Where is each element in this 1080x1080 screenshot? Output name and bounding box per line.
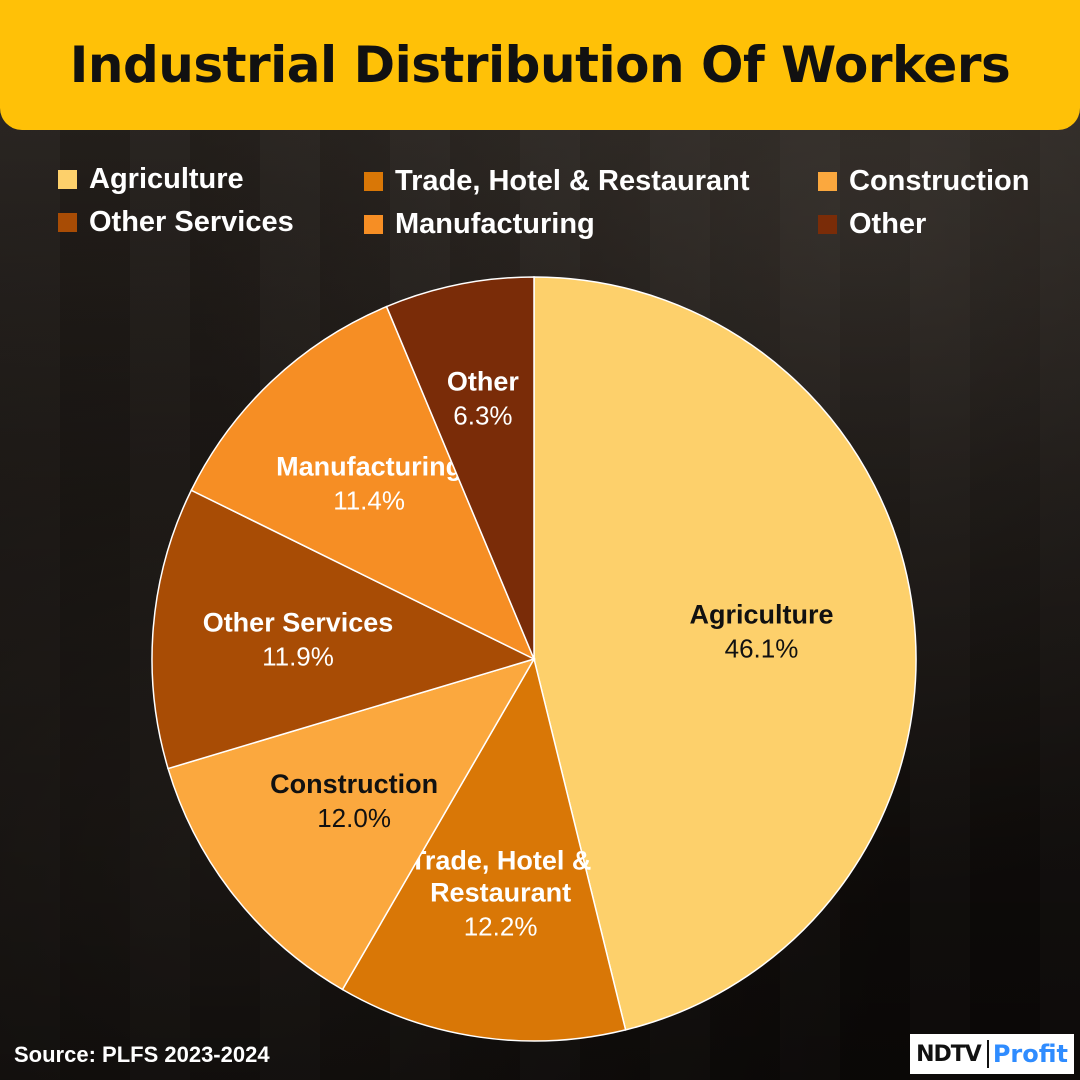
slice-label-construction: Construction bbox=[270, 769, 438, 799]
slice-label-trade-hotel-restaurant-line-1: Trade, Hotel & bbox=[410, 846, 592, 876]
legend-swatch-other bbox=[818, 215, 837, 234]
legend-swatch-trade-hotel-restaurant bbox=[364, 172, 383, 191]
slice-label-trade-hotel-restaurant-line-2: Restaurant bbox=[430, 878, 571, 908]
pie-slice-agriculture bbox=[533, 276, 917, 1031]
legend: Agriculture Trade, Hotel & Restaurant Co… bbox=[0, 155, 1080, 255]
slice-value-construction: 12.0% bbox=[317, 803, 391, 833]
pie-slice-manufacturing bbox=[190, 305, 536, 661]
pie-slice-trade-hotel-restaurant bbox=[341, 657, 627, 1042]
slice-value-manufacturing: 11.4% bbox=[333, 486, 405, 516]
slice-label-agriculture: Agriculture bbox=[689, 599, 833, 629]
legend-item-other-services: Other Services bbox=[58, 206, 294, 239]
pie-slice-other bbox=[385, 276, 535, 660]
legend-swatch-manufacturing bbox=[364, 215, 383, 234]
slice-value-other-services: 11.9% bbox=[262, 641, 334, 671]
legend-label-construction: Construction bbox=[849, 165, 1030, 197]
legend-item-trade-hotel-restaurant: Trade, Hotel & Restaurant bbox=[364, 165, 750, 198]
legend-swatch-construction bbox=[818, 172, 837, 191]
legend-swatch-other-services bbox=[58, 213, 77, 232]
legend-swatch-agriculture bbox=[58, 170, 77, 189]
legend-item-manufacturing: Manufacturing bbox=[364, 208, 595, 241]
legend-item-other: Other bbox=[818, 208, 926, 241]
legend-label-agriculture: Agriculture bbox=[89, 163, 244, 195]
legend-item-construction: Construction bbox=[818, 165, 1029, 198]
logo-ndtv-text: NDTV bbox=[916, 1041, 982, 1067]
source-note: Source: PLFS 2023-2024 bbox=[14, 1042, 270, 1067]
ndtv-profit-logo: NDTV Profit bbox=[910, 1034, 1074, 1074]
title-banner: Industrial Distribution Of Workers bbox=[0, 0, 1080, 130]
legend-label-other-services: Other Services bbox=[89, 206, 294, 238]
legend-label-trade-hotel-restaurant: Trade, Hotel & Restaurant bbox=[395, 165, 750, 197]
slice-label-other-services: Other Services bbox=[203, 607, 394, 637]
logo-divider bbox=[986, 1040, 989, 1068]
pie-slice-other-services bbox=[151, 489, 537, 770]
legend-label-other: Other bbox=[849, 208, 927, 240]
slice-label-other: Other bbox=[447, 366, 520, 396]
slice-label-manufacturing: Manufacturing bbox=[276, 452, 462, 482]
slice-value-other: 6.3% bbox=[453, 400, 512, 430]
legend-item-agriculture: Agriculture bbox=[58, 163, 244, 196]
logo-profit-text: Profit bbox=[992, 1040, 1068, 1068]
legend-label-manufacturing: Manufacturing bbox=[395, 208, 595, 240]
slice-value-agriculture: 46.1% bbox=[725, 633, 799, 663]
chart-title: Industrial Distribution Of Workers bbox=[69, 36, 1011, 94]
slice-value-trade-hotel-restaurant: 12.2% bbox=[464, 912, 538, 942]
